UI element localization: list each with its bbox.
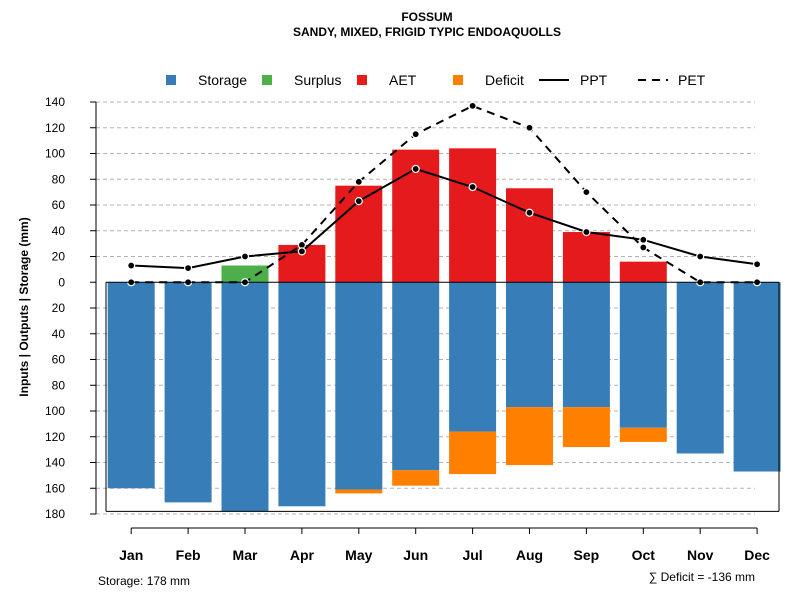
y-tick-label: 120	[45, 430, 65, 444]
y-axis-label: Inputs | Outputs | Storage (mm)	[17, 217, 31, 396]
aet-bar	[619, 261, 667, 283]
x-tick-label: May	[345, 547, 372, 563]
pet-point	[582, 188, 591, 197]
deficit-legend-swatch	[453, 75, 463, 85]
ppt-point	[639, 235, 648, 244]
storage-legend-swatch	[166, 75, 176, 85]
y-tick-label: 0	[58, 275, 65, 289]
y-tick-label: 140	[45, 456, 65, 470]
chart-subtitle: SANDY, MIXED, FRIGID TYPIC ENDOAQUOLLS	[293, 25, 561, 39]
storage-bar	[107, 282, 155, 489]
deficit-bar	[335, 489, 383, 494]
bars	[107, 148, 781, 512]
aet-legend-swatch	[357, 75, 367, 85]
axes: 140 120 100 80 60 40 20 0 20 40 60 80 100 120 140 160 18…	[45, 95, 780, 563]
x-tick-label: Feb	[176, 547, 201, 563]
y-tick-label: 40	[52, 327, 66, 341]
y-tick-label: 60	[52, 353, 66, 367]
storage-bar	[392, 282, 440, 471]
ppt-point	[184, 263, 193, 273]
ppt-point	[411, 164, 420, 174]
pet-point	[639, 243, 648, 252]
deficit-footnote: ∑ Deficit = -136 mm	[649, 570, 755, 584]
pet-point	[468, 101, 477, 110]
deficit-bar	[562, 407, 610, 448]
deficit-bar	[619, 427, 667, 442]
storage-bar	[562, 282, 610, 408]
ppt-point	[525, 208, 534, 217]
x-tick-label: Aug	[516, 547, 543, 563]
y-tick-label: 100	[45, 147, 65, 161]
x-tick-label: Jan	[119, 547, 143, 563]
storage-footnote: Storage: 178 mm	[98, 574, 190, 588]
deficit-bar	[392, 470, 440, 486]
aet-bar	[506, 188, 553, 283]
storage-bar	[164, 282, 212, 503]
x-tick-label: Dec	[744, 547, 770, 563]
ppt-point	[582, 227, 591, 237]
storage-bar	[619, 282, 667, 428]
storage-bar	[278, 282, 326, 507]
y-tick-label: 140	[45, 95, 65, 109]
y-tick-label: 80	[52, 172, 66, 186]
deficit-bar	[506, 407, 553, 466]
y-tick-label: 20	[52, 250, 66, 264]
storage-bar	[733, 282, 781, 472]
y-tick-label: 40	[52, 224, 66, 238]
y-tick-label: 160	[45, 481, 65, 495]
pet-point	[525, 123, 534, 132]
aet-legend-label: AET	[389, 72, 417, 88]
x-tick-label: Oct	[632, 547, 656, 563]
aet-bar	[562, 232, 610, 283]
ppt-line	[131, 167, 758, 270]
surplus-bar	[221, 265, 269, 283]
ppt-point	[127, 261, 136, 270]
y-tick-label: 60	[52, 198, 66, 212]
series-lines	[127, 101, 762, 287]
storage-bar	[221, 282, 269, 512]
chart-title: FOSSUM	[401, 10, 452, 24]
ppt-point	[240, 252, 250, 261]
storage-bar	[449, 282, 497, 432]
x-tick-label: Mar	[233, 547, 258, 563]
y-tick-label: 120	[45, 121, 65, 135]
ppt-point	[752, 260, 762, 269]
legend: Storage Surplus AET Deficit PPT PET	[166, 72, 706, 88]
deficit-legend-label: Deficit	[485, 72, 524, 88]
pet-line	[131, 104, 758, 284]
aet-bar	[449, 148, 497, 283]
x-tick-label: Jun	[403, 547, 428, 563]
x-tick-label: Jul	[462, 547, 482, 563]
storage-bar	[335, 282, 383, 490]
surplus-legend-swatch	[262, 75, 272, 85]
storage-legend-label: Storage	[198, 72, 247, 88]
x-tick-label: Apr	[290, 547, 315, 563]
ppt-point	[354, 197, 363, 206]
surplus-legend-label: Surplus	[294, 72, 341, 88]
ppt-point	[468, 182, 477, 192]
y-tick-label: 20	[52, 301, 66, 315]
ppt-legend-label: PPT	[580, 72, 608, 88]
x-tick-label: Sep	[574, 547, 600, 563]
pet-legend-label: PET	[678, 72, 706, 88]
y-tick-label: 80	[52, 378, 66, 392]
ppt-point	[297, 247, 306, 256]
x-tick-label: Nov	[687, 547, 714, 563]
pet-point	[354, 177, 363, 186]
storage-bar	[506, 282, 553, 408]
storage-bar	[676, 282, 724, 454]
deficit-bar	[449, 431, 497, 475]
pet-point	[411, 130, 420, 139]
y-tick-label: 100	[45, 404, 65, 418]
y-tick-label: 180	[45, 507, 65, 521]
ppt-point	[696, 252, 705, 261]
